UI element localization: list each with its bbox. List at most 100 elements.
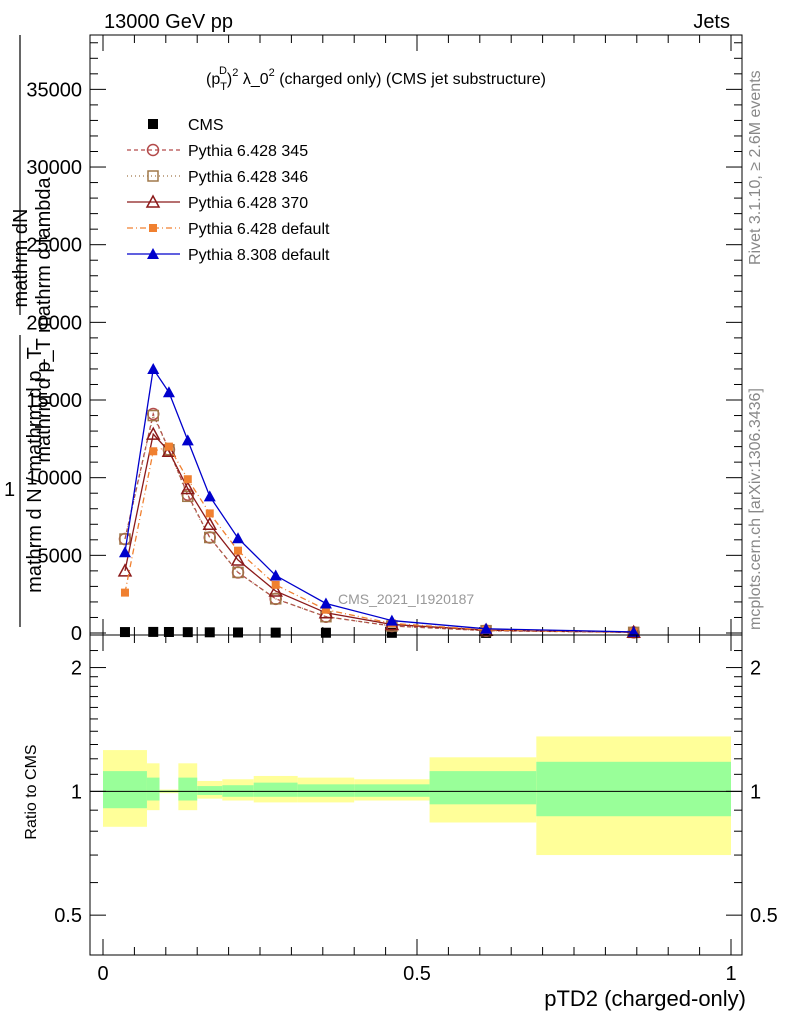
ratio-green-band — [536, 761, 731, 817]
main-axis-ticks — [90, 35, 742, 635]
data-point-cms — [204, 627, 215, 638]
analysis-watermark: CMS_2021_I1920187 — [338, 591, 474, 607]
x-tick-label: 1 — [725, 963, 736, 985]
data-point — [147, 248, 159, 259]
x-tick-label: 0.5 — [403, 963, 431, 985]
data-point — [271, 580, 280, 589]
data-point — [118, 546, 131, 558]
y-tick-label: 35000 — [26, 79, 82, 101]
data-point — [117, 563, 133, 577]
ratio-y-tick-label-right: 0.5 — [750, 905, 778, 927]
ratio-green-band — [197, 786, 223, 795]
data-point — [145, 194, 161, 208]
y-label-lower: mathrm d N / mathrm d p_T — [24, 347, 46, 593]
data-point — [203, 531, 217, 544]
data-point — [480, 622, 493, 634]
data-point-cms — [320, 627, 331, 638]
y-tick-label: 5000 — [38, 545, 83, 567]
ratio-green-band — [354, 784, 430, 797]
data-point-cms — [119, 627, 130, 638]
rivet-label: Rivet 3.1.10, ≥ 2.6M events — [747, 70, 764, 265]
data-point — [146, 143, 160, 157]
ratio-y-tick-label-right: 1 — [750, 781, 761, 803]
data-point — [232, 532, 245, 544]
series-line — [124, 432, 634, 633]
data-point — [119, 533, 131, 545]
data-point — [230, 552, 246, 566]
ratio-green-band — [297, 784, 355, 797]
data-point — [202, 516, 218, 531]
main-y-label: mathrm dN mathrm d p_T mathrm d lambda 1… — [4, 35, 55, 627]
data-point — [205, 509, 214, 518]
data-point-cms — [148, 119, 158, 129]
data-point-cms — [163, 626, 174, 637]
y-tick-label: 0 — [71, 623, 82, 645]
ratio-axis-ticks — [90, 635, 742, 955]
ratio-bands — [103, 736, 731, 856]
x-tick-labels: 0 0.5 1 — [97, 963, 736, 985]
data-point-cms — [270, 627, 281, 638]
legend-entry: CMS — [148, 117, 224, 134]
legend-entry: Pythia 6.428 345 — [127, 143, 308, 160]
legend-label: Pythia 6.428 default — [188, 221, 330, 238]
series-4 — [120, 442, 638, 637]
data-point — [147, 362, 160, 374]
y-label-denominator: mathrm d p_T mathrm d lambda — [33, 176, 55, 462]
ratio-y-tick-label: 1 — [71, 781, 82, 803]
legend-entry: Pythia 6.428 346 — [127, 169, 308, 186]
data-point — [204, 531, 216, 544]
header-right: Jets — [693, 11, 730, 33]
legend-entry: Pythia 6.428 370 — [127, 194, 308, 212]
data-point — [385, 614, 398, 626]
data-point — [269, 569, 282, 581]
data-point — [145, 426, 161, 440]
mcplots-label: mcplots.cern.ch [arXiv:1306.3436] — [747, 388, 764, 630]
data-point — [627, 625, 640, 637]
data-point — [162, 386, 175, 398]
x-axis-label: pTD2 (charged-only) — [544, 986, 746, 1011]
ratio-plot-frame — [89, 634, 743, 956]
data-point-cms — [233, 627, 244, 638]
data-point — [147, 170, 159, 182]
data-point — [269, 593, 282, 605]
data-point — [268, 583, 283, 597]
data-point — [181, 434, 194, 446]
plot-title: (pTD)2 λ_02 (charged only) (CMS jet subs… — [206, 65, 546, 93]
legend-label: CMS — [188, 117, 224, 134]
header-left: 13000 GeV pp — [104, 11, 233, 33]
y-tick-label: 10000 — [26, 468, 82, 490]
legend-label: Pythia 6.428 346 — [188, 169, 308, 186]
y-tick-label: 20000 — [26, 312, 82, 334]
ratio-y-label: Ratio to CMS — [23, 744, 40, 839]
legend-entry: Pythia 6.428 default — [127, 221, 330, 238]
legend-label: Pythia 8.308 default — [188, 247, 330, 264]
y-label-numerator: mathrm dN — [10, 209, 32, 308]
series-line — [124, 411, 634, 634]
data-point — [234, 546, 243, 555]
data-point — [183, 475, 192, 484]
data-point — [319, 597, 332, 609]
y-tick-label: 15000 — [26, 390, 82, 412]
ratio-y-tick-label-right: 2 — [750, 658, 761, 680]
data-point-cms — [182, 627, 193, 638]
ratio-y-tick-labels: 0.5 0.5 1 1 2 2 — [54, 658, 778, 928]
data-point — [203, 490, 216, 502]
series-5 — [118, 362, 640, 637]
data-point — [321, 605, 330, 614]
ratio-green-band — [103, 771, 147, 809]
legend-entry: Pythia 8.308 default — [127, 247, 330, 264]
x-tick-label: 0 — [97, 963, 108, 985]
ratio-green-band — [146, 777, 160, 801]
legend-label: Pythia 6.428 370 — [188, 195, 308, 212]
data-point-cms — [386, 627, 397, 638]
y-tick-label: 25000 — [26, 235, 82, 257]
ratio-y-tick-label: 0.5 — [54, 905, 82, 927]
data-point-cms — [148, 626, 159, 637]
y-label-one: 1 — [4, 479, 15, 501]
data-point — [120, 588, 129, 597]
data-point — [164, 442, 173, 451]
ratio-green-band — [429, 771, 537, 805]
ratio-y-tick-label: 2 — [71, 658, 82, 680]
data-point — [147, 409, 159, 422]
